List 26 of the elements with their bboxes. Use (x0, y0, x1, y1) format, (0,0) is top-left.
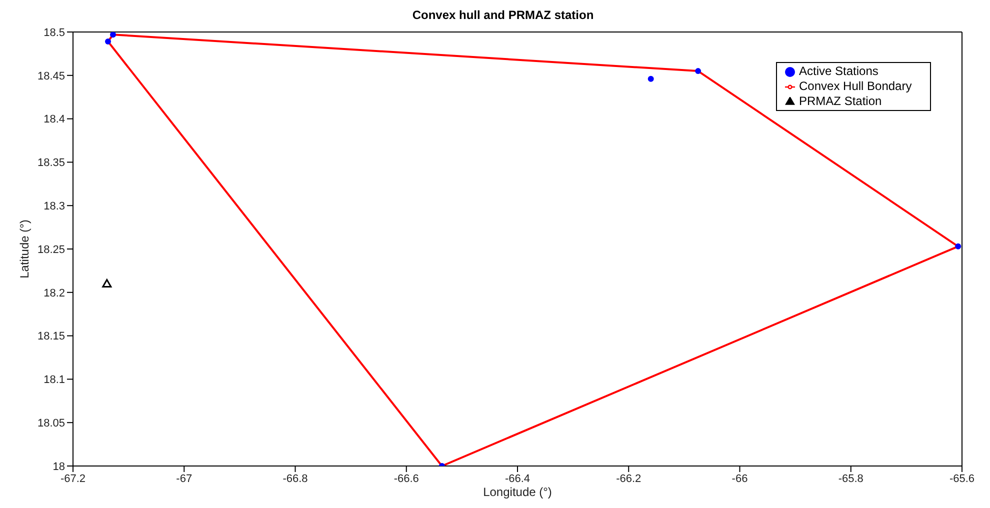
y-tick-label: 18.2 (44, 287, 65, 300)
legend-label: PRMAZ Station (799, 94, 882, 108)
legend-label: Active Stations (799, 64, 878, 78)
x-tick-label: -66.2 (616, 472, 642, 485)
x-tick-label: -67 (176, 472, 192, 485)
y-axis-title: Latitude (°) (17, 220, 32, 278)
x-tick-label: -65.6 (949, 472, 975, 485)
x-tick-label: -66.4 (504, 472, 530, 485)
x-tick-label: -67.2 (60, 472, 86, 485)
x-tick-label: -66.8 (282, 472, 308, 485)
y-tick-label: 18.5 (44, 26, 65, 39)
y-tick-label: 18.05 (37, 418, 65, 430)
y-tick-label: 18 (52, 460, 65, 473)
y-tick-label: 18.45 (37, 70, 65, 82)
chart-title: Convex hull and PRMAZ station (411, 8, 595, 22)
y-tick-label: 18.25 (37, 244, 65, 256)
x-tick-label: -65.8 (838, 472, 864, 485)
y-tick-label: 18.1 (44, 374, 65, 386)
x-tick-label: -66 (732, 472, 748, 485)
y-tick-label: 18.3 (44, 200, 65, 213)
y-tick-label: 18.15 (37, 330, 65, 343)
x-tick-label: -66.6 (394, 472, 419, 485)
legend-label: Convex Hull Bondary (799, 79, 912, 93)
y-tick-label: 18.35 (37, 157, 65, 170)
x-axis-title: Longitude (°) (483, 485, 552, 499)
y-tick-label: 18.4 (44, 114, 65, 126)
